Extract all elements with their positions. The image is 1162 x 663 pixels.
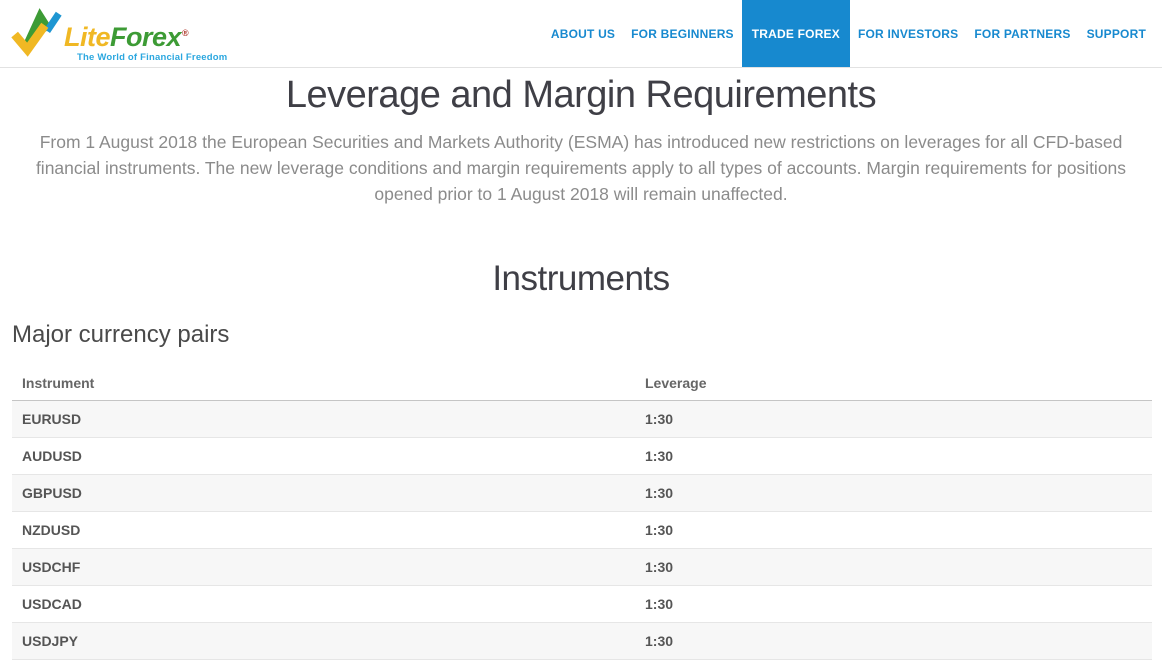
instruments-table: Instrument Leverage EURUSD 1:30 AUDUSD 1… — [12, 366, 1152, 660]
leverage-cell: 1:30 — [635, 622, 1152, 660]
table-row: NZDUSD 1:30 — [12, 511, 1152, 549]
instrument-cell: USDCHF — [12, 548, 635, 586]
table-header-row: Instrument Leverage — [12, 366, 1152, 401]
instrument-cell: AUDUSD — [12, 437, 635, 475]
intro-paragraph: From 1 August 2018 the European Securiti… — [35, 132, 1127, 204]
page-title: Leverage and Margin Requirements — [285, 74, 877, 116]
instrument-cell: GBPUSD — [12, 474, 635, 512]
table-row: USDJPY 1:30 — [12, 622, 1152, 660]
nav-item-for-partners[interactable]: FOR PARTNERS — [974, 26, 1071, 41]
section-heading-instruments: Instruments — [492, 259, 670, 298]
column-header-leverage: Leverage — [635, 366, 1152, 401]
logo[interactable]: LiteForex® The World of Financial Freedo… — [10, 0, 227, 67]
registered-trademark-icon: ® — [182, 28, 189, 38]
nav-item-trade-forex[interactable]: TRADE FOREX — [741, 0, 850, 67]
leverage-cell: 1:30 — [635, 585, 1152, 623]
table-row: AUDUSD 1:30 — [12, 437, 1152, 475]
subsection-heading-major-pairs: Major currency pairs — [12, 321, 230, 348]
logo-icon — [11, 8, 62, 57]
nav-item-about-us[interactable]: ABOUT US — [550, 26, 616, 41]
leverage-cell: 1:30 — [635, 474, 1152, 512]
site-header: LiteForex® The World of Financial Freedo… — [0, 0, 1162, 68]
logo-wordmark: LiteForex® — [64, 22, 189, 52]
instrument-cell: NZDUSD — [12, 511, 635, 549]
table-row: GBPUSD 1:30 — [12, 474, 1152, 512]
leverage-cell: 1:30 — [635, 511, 1152, 549]
instrument-cell: USDJPY — [12, 622, 635, 660]
instrument-cell: USDCAD — [12, 585, 635, 623]
nav-item-for-beginners[interactable]: FOR BEGINNERS — [631, 26, 734, 41]
main-content: Leverage and Margin Requirements From 1 … — [0, 74, 1162, 660]
table-row: USDCHF 1:30 — [12, 548, 1152, 586]
leverage-cell: 1:30 — [635, 437, 1152, 475]
leverage-cell: 1:30 — [635, 548, 1152, 586]
main-nav: ABOUT US FOR BEGINNERS TRADE FOREX FOR I… — [543, 0, 1162, 67]
logo-tagline: The World of Financial Freedom — [77, 52, 228, 63]
table-row: USDCAD 1:30 — [12, 585, 1152, 623]
leverage-cell: 1:30 — [635, 400, 1152, 438]
nav-item-for-investors[interactable]: FOR INVESTORS — [857, 26, 959, 41]
table-row: EURUSD 1:30 — [12, 400, 1152, 438]
instrument-cell: EURUSD — [12, 400, 635, 438]
column-header-instrument: Instrument — [12, 366, 635, 401]
nav-item-support[interactable]: SUPPORT — [1086, 26, 1146, 41]
